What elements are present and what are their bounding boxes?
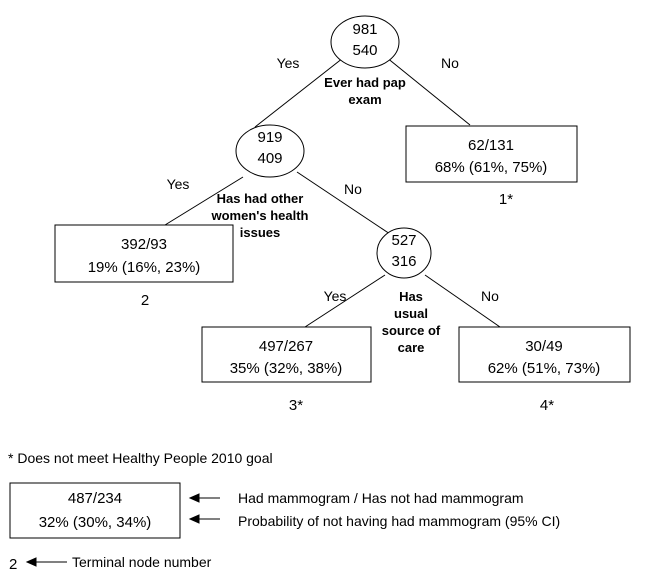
terminal-ratio-4: 30/49 (525, 338, 563, 355)
inner-yes-label: Yes (324, 288, 347, 304)
edge-inner-yes (304, 274, 386, 328)
legend-arrow-node-head (25, 557, 37, 567)
inner-split-label-line4: care (398, 340, 425, 355)
legend-prob-desc: Probability of not having had mammogram … (238, 513, 560, 529)
root-yes-label: Yes (277, 55, 300, 71)
left-count-bottom: 409 (257, 150, 282, 167)
terminal-ratio-3: 497/267 (259, 338, 313, 355)
left-no-label: No (344, 181, 362, 197)
terminal-ratio-2: 392/93 (121, 236, 167, 253)
root-no-label: No (441, 55, 459, 71)
terminal-number-1: 1* (499, 191, 513, 208)
root-node: 981 540 (330, 15, 400, 69)
terminal-number-3: 3* (289, 397, 303, 414)
left-split-label-line2: women's health (211, 208, 309, 223)
terminal-prob-4: 62% (51%, 73%) (488, 360, 601, 377)
edge-left-yes (164, 176, 244, 226)
terminal-node-2: 392/93 19% (16%, 23%) (54, 224, 234, 283)
legend-arrow-ratio-head (188, 493, 200, 503)
terminal-number-2: 2 (141, 292, 149, 309)
terminal-prob-2: 19% (16%, 23%) (88, 259, 201, 276)
root-split-label-line1: Ever had pap (324, 75, 406, 90)
edge-root-yes (254, 57, 344, 128)
left-count-top: 919 (257, 129, 282, 146)
inner-node-circle (376, 227, 432, 279)
legend-arrows (25, 493, 220, 567)
terminal-node-3: 497/267 35% (32%, 38%) (201, 326, 372, 383)
legend-node-example: 2 (9, 556, 17, 573)
terminal-prob-3: 35% (32%, 38%) (230, 360, 343, 377)
footnote: * Does not meet Healthy People 2010 goal (8, 450, 273, 466)
inner-count-bottom: 316 (391, 253, 416, 270)
legend-ratio-desc: Had mammogram / Has not had mammogram (238, 490, 524, 506)
root-count-top: 981 (352, 21, 377, 38)
inner-split-label-line3: source of (382, 323, 441, 338)
left-node-circle (235, 124, 305, 178)
legend: 487/234 32% (30%, 34%) Had mammogram / H… (9, 482, 560, 573)
inner-split-label-line2: usual (394, 306, 428, 321)
terminal-node-1: 62/131 68% (61%, 75%) (405, 125, 578, 183)
left-yes-label: Yes (167, 176, 190, 192)
inner-split-label-line1: Has (399, 289, 423, 304)
terminal-box-4 (458, 326, 631, 383)
legend-node-desc: Terminal node number (72, 554, 212, 570)
inner-count-top: 527 (391, 232, 416, 249)
legend-prob: 32% (30%, 34%) (39, 514, 152, 531)
terminal-ratio-1: 62/131 (468, 137, 514, 154)
legend-ratio: 487/234 (68, 490, 122, 507)
root-count-bottom: 540 (352, 42, 377, 59)
inner-node: 527 316 (376, 227, 432, 279)
left-node: 919 409 (235, 124, 305, 178)
root-node-circle (330, 15, 400, 69)
terminal-number-4: 4* (540, 397, 554, 414)
root-split-label-line2: exam (348, 92, 381, 107)
terminal-node-4: 30/49 62% (51%, 73%) (458, 326, 631, 383)
edge-inner-no (424, 274, 501, 328)
edge-root-no (385, 56, 471, 126)
inner-no-label: No (481, 288, 499, 304)
left-split-label-line1: Has had other (217, 191, 304, 206)
terminal-prob-1: 68% (61%, 75%) (435, 159, 548, 176)
left-split-label-line3: issues (240, 225, 280, 240)
tree-edges (164, 56, 501, 328)
legend-box (9, 482, 181, 539)
legend-arrow-prob-head (188, 514, 200, 524)
edge-left-no (296, 171, 391, 235)
terminal-box-3 (201, 326, 372, 383)
terminal-box-2 (54, 224, 234, 283)
terminal-box-1 (405, 125, 578, 183)
